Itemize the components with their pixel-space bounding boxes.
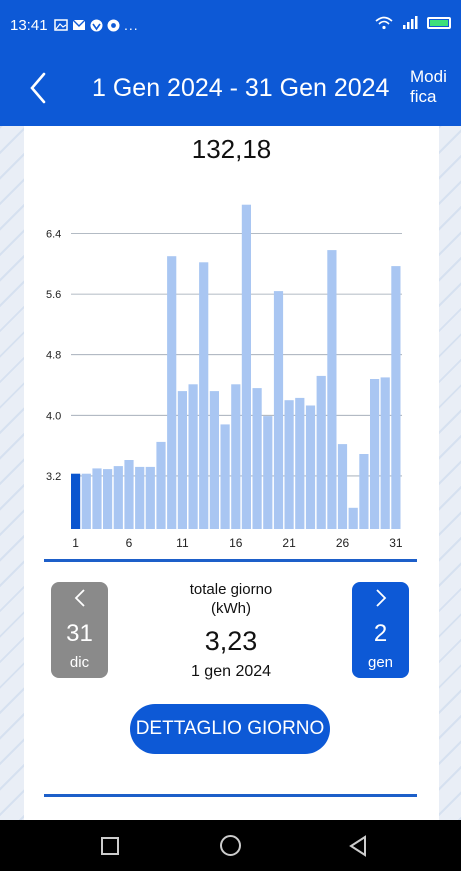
battery-icon bbox=[427, 17, 451, 29]
chart-bar[interactable] bbox=[263, 416, 273, 529]
chart-bar[interactable] bbox=[316, 375, 326, 529]
y-tick-label: 6.4 bbox=[46, 228, 61, 240]
chart-bar[interactable] bbox=[167, 256, 177, 529]
x-tick-label: 11 bbox=[176, 536, 189, 550]
status-bar: 13:41 ... bbox=[0, 0, 461, 52]
background-pattern-right bbox=[439, 126, 461, 820]
back-button[interactable] bbox=[18, 66, 58, 110]
chart-bar[interactable] bbox=[92, 468, 102, 529]
y-tick-label: 4.8 bbox=[46, 350, 61, 362]
x-tick-label: 16 bbox=[229, 536, 243, 550]
y-tick-label: 3.2 bbox=[46, 471, 61, 483]
x-tick-label: 26 bbox=[336, 536, 350, 550]
daily-consumption-chart: 3.24.04.85.66.41 6 11 16 21 26 31 bbox=[46, 204, 403, 550]
next-day-button[interactable]: 2 gen bbox=[352, 582, 409, 678]
chart-bar[interactable] bbox=[391, 266, 401, 529]
app-bar: 1 Gen 2024 - 31 Gen 2024 Modi fica bbox=[0, 52, 461, 126]
next-day-number: 2 bbox=[373, 620, 388, 647]
chart-bar[interactable] bbox=[295, 397, 305, 529]
chart-bar[interactable] bbox=[220, 424, 230, 529]
chart-bar[interactable] bbox=[199, 262, 209, 529]
chart-bar[interactable] bbox=[113, 466, 123, 529]
chart-bar[interactable] bbox=[348, 507, 358, 529]
back-triangle-button[interactable] bbox=[348, 835, 368, 857]
chart-bar[interactable] bbox=[284, 400, 294, 529]
chart-bar[interactable] bbox=[370, 379, 380, 529]
previous-day-month: dic bbox=[69, 654, 90, 671]
x-tick-label: 31 bbox=[389, 536, 403, 550]
edit-label-line1: Modi bbox=[410, 67, 447, 86]
x-tick-label: 6 bbox=[126, 536, 133, 550]
system-navigation-bar bbox=[0, 820, 461, 871]
day-total-value: 3,23 bbox=[204, 626, 258, 656]
chart-bar[interactable] bbox=[156, 441, 166, 529]
chart-bar[interactable] bbox=[380, 377, 390, 529]
chart-bar[interactable] bbox=[135, 466, 145, 529]
wifi-icon bbox=[375, 16, 393, 30]
chevron-left-icon bbox=[51, 588, 108, 610]
previous-day-number: 31 bbox=[66, 620, 93, 647]
chart-bar[interactable] bbox=[252, 388, 262, 529]
chart-bar[interactable] bbox=[241, 204, 251, 529]
next-day-month: gen bbox=[367, 654, 394, 671]
home-button[interactable] bbox=[220, 835, 241, 856]
mail-icon bbox=[72, 19, 86, 30]
more-notifications: ... bbox=[124, 17, 139, 33]
chart-bar[interactable] bbox=[305, 405, 316, 530]
vpn-icon bbox=[90, 19, 103, 31]
chart-bar[interactable] bbox=[124, 460, 134, 529]
x-tick-label: 21 bbox=[282, 536, 296, 550]
chart-bar[interactable] bbox=[188, 384, 198, 529]
consumption-card: 132,18 3.2 4.0 4.8 5.6 6.4 1 6 11 16 21 26 31 31 di… bbox=[24, 126, 439, 820]
edit-label-line2: fica bbox=[410, 87, 437, 106]
notification-icons: ... bbox=[54, 17, 139, 33]
edit-button[interactable]: Modi fica bbox=[410, 67, 454, 107]
chart-divider bbox=[44, 559, 417, 562]
background-pattern-left bbox=[0, 126, 24, 820]
chart-bar[interactable] bbox=[359, 454, 369, 529]
recent-apps-button[interactable] bbox=[101, 837, 119, 855]
previous-day-button[interactable]: 31 dic bbox=[51, 582, 108, 678]
chevron-left-icon bbox=[30, 72, 46, 104]
image-notification-icon bbox=[54, 19, 68, 31]
day-total-label: totale giorno bbox=[189, 581, 273, 598]
y-tick-label: 5.6 bbox=[46, 289, 61, 301]
chart-bar[interactable] bbox=[327, 250, 337, 529]
chrome-icon bbox=[107, 19, 120, 31]
x-tick-label: 1 bbox=[72, 536, 79, 550]
chart-bar[interactable] bbox=[103, 469, 113, 529]
bottom-divider bbox=[44, 794, 417, 797]
signal-icon bbox=[403, 16, 418, 29]
day-total-unit: (kWh) bbox=[211, 600, 251, 617]
chart-bar[interactable] bbox=[273, 291, 284, 529]
date-range-title: 1 Gen 2024 - 31 Gen 2024 bbox=[92, 74, 390, 102]
chart-bar[interactable] bbox=[337, 444, 348, 529]
selected-date: 1 gen 2024 bbox=[190, 663, 272, 680]
chart-bar[interactable] bbox=[145, 466, 155, 529]
chevron-right-icon bbox=[352, 588, 409, 610]
system-icons bbox=[375, 16, 451, 30]
chart-bar[interactable] bbox=[81, 473, 91, 529]
status-time: 13:41 bbox=[10, 17, 48, 34]
chart-bar[interactable] bbox=[231, 384, 241, 529]
chart-bar[interactable] bbox=[177, 391, 187, 529]
period-total: 132,18 bbox=[191, 134, 272, 164]
day-detail-button[interactable]: DETTAGLIO GIORNO bbox=[130, 704, 330, 754]
y-tick-label: 4.0 bbox=[46, 410, 61, 422]
day-total-panel: totale giorno (kWh) 3,23 1 gen 2024 bbox=[124, 580, 338, 681]
chart-bar[interactable] bbox=[209, 391, 219, 529]
chart-bar[interactable] bbox=[71, 473, 81, 529]
